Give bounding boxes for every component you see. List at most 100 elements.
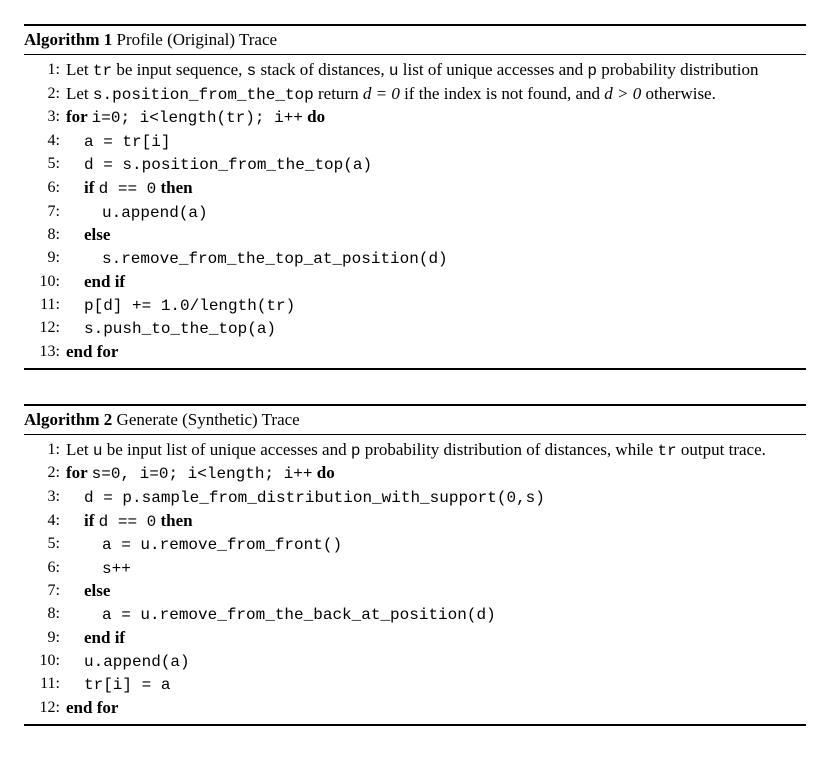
line-number: 12:: [24, 697, 66, 719]
code-text: a = u.remove_from_front(): [102, 536, 342, 554]
algorithm-line: 10: u.append(a): [24, 650, 806, 674]
line-indent-wrapper: s.push_to_the_top(a): [66, 317, 276, 341]
line-indent-wrapper: if d == 0 then: [66, 510, 193, 534]
line-number: 1:: [24, 59, 66, 81]
algorithm-line: 4:a = tr[i]: [24, 130, 806, 154]
line-indent-wrapper: u.append(a): [66, 201, 208, 225]
keyword: if: [84, 511, 99, 530]
line-content: d = p.sample_from_distribution_with_supp…: [66, 486, 806, 510]
line-content: else: [66, 224, 806, 247]
line-content: Let u be input list of unique accesses a…: [66, 439, 806, 463]
algorithm-line: 5: a = u.remove_from_front(): [24, 533, 806, 557]
body-text: probability distribution: [597, 60, 759, 79]
code-text: u.append(a): [84, 653, 190, 671]
body-text: Let: [66, 84, 93, 103]
line-indent-wrapper: d = p.sample_from_distribution_with_supp…: [66, 486, 545, 510]
line-content: a = u.remove_from_the_back_at_position(d…: [66, 603, 806, 627]
line-number: 5:: [24, 533, 66, 555]
keyword: else: [84, 225, 110, 244]
code-text: d = s.position_from_the_top(a): [84, 156, 372, 174]
code-text: p: [587, 62, 597, 80]
code-text: u: [93, 442, 103, 460]
line-number: 11:: [24, 673, 66, 695]
line-number: 2:: [24, 462, 66, 484]
algorithm-line: 12:s.push_to_the_top(a): [24, 317, 806, 341]
line-number: 11:: [24, 294, 66, 316]
line-content: if d == 0 then: [66, 510, 806, 534]
line-number: 1:: [24, 439, 66, 461]
keyword: do: [313, 463, 335, 482]
line-indent-wrapper: else: [66, 580, 110, 603]
line-number: 8:: [24, 224, 66, 246]
body-text: otherwise.: [641, 84, 716, 103]
body-text: be input sequence,: [112, 60, 247, 79]
line-indent-wrapper: end for: [66, 698, 118, 717]
line-indent-wrapper: end if: [66, 627, 125, 650]
keyword: then: [156, 178, 192, 197]
line-content: Let s.position_from_the_top return d = 0…: [66, 83, 806, 107]
algorithm-line: 11:tr[i] = a: [24, 673, 806, 697]
line-indent-wrapper: for i=0; i<length(tr); i++ do: [66, 107, 325, 126]
line-indent-wrapper: s.remove_from_the_top_at_position(d): [66, 247, 448, 271]
line-number: 5:: [24, 153, 66, 175]
keyword: end for: [66, 342, 118, 361]
algorithm-block-1: Algorithm 1 Profile (Original) Trace 1:L…: [24, 24, 806, 370]
line-number: 6:: [24, 557, 66, 579]
algorithm-line: 2:Let s.position_from_the_top return d =…: [24, 83, 806, 107]
line-number: 10:: [24, 271, 66, 293]
keyword: end for: [66, 698, 118, 717]
algorithm-line: 9:end if: [24, 627, 806, 650]
algorithm-title-row: Algorithm 2 Generate (Synthetic) Trace: [24, 404, 806, 435]
algorithm-title: Generate (Synthetic) Trace: [112, 410, 299, 429]
body-text: if the index is not found, and: [400, 84, 604, 103]
line-number: 4:: [24, 130, 66, 152]
line-indent-wrapper: p[d] += 1.0/length(tr): [66, 294, 295, 318]
line-content: for s=0, i=0; i<length; i++ do: [66, 462, 806, 486]
line-content: s.remove_from_the_top_at_position(d): [66, 247, 806, 271]
line-number: 2:: [24, 83, 66, 105]
line-content: for i=0; i<length(tr); i++ do: [66, 106, 806, 130]
line-content: end for: [66, 697, 806, 720]
code-text: s: [247, 62, 257, 80]
keyword: for: [66, 463, 92, 482]
algorithm-line: 11:p[d] += 1.0/length(tr): [24, 294, 806, 318]
algorithm-line: 1:Let u be input list of unique accesses…: [24, 439, 806, 463]
line-indent-wrapper: d = s.position_from_the_top(a): [66, 153, 372, 177]
line-number: 7:: [24, 580, 66, 602]
code-text: d == 0: [99, 513, 157, 531]
line-content: end if: [66, 627, 806, 650]
algorithm-number: Algorithm 1: [24, 30, 112, 49]
line-number: 9:: [24, 247, 66, 269]
code-text: d == 0: [99, 180, 157, 198]
keyword: if: [84, 178, 99, 197]
line-content: end for: [66, 341, 806, 364]
code-text: tr: [93, 62, 112, 80]
code-text: u.append(a): [102, 204, 208, 222]
line-number: 9:: [24, 627, 66, 649]
body-text: output trace.: [677, 440, 766, 459]
code-text: s.remove_from_the_top_at_position(d): [102, 250, 448, 268]
algorithm-title-row: Algorithm 1 Profile (Original) Trace: [24, 24, 806, 55]
line-content: u.append(a): [66, 650, 806, 674]
line-content: p[d] += 1.0/length(tr): [66, 294, 806, 318]
line-number: 3:: [24, 486, 66, 508]
algorithm-title: Profile (Original) Trace: [112, 30, 277, 49]
line-indent-wrapper: if d == 0 then: [66, 177, 193, 201]
line-number: 8:: [24, 603, 66, 625]
line-number: 3:: [24, 106, 66, 128]
algorithm-number: Algorithm 2: [24, 410, 112, 429]
body-text: Let: [66, 440, 93, 459]
code-text: u: [389, 62, 399, 80]
code-text: s=0, i=0; i<length; i++: [92, 465, 313, 483]
line-number: 12:: [24, 317, 66, 339]
math-text: d = 0: [363, 84, 400, 103]
algorithm-line: 13:end for: [24, 341, 806, 364]
line-number: 10:: [24, 650, 66, 672]
line-content: s++: [66, 557, 806, 581]
algorithm-line: 7:u.append(a): [24, 201, 806, 225]
algorithm-line: 2:for s=0, i=0; i<length; i++ do: [24, 462, 806, 486]
code-text: p: [351, 442, 361, 460]
body-text: Let: [66, 60, 93, 79]
line-content: if d == 0 then: [66, 177, 806, 201]
keyword: for: [66, 107, 92, 126]
